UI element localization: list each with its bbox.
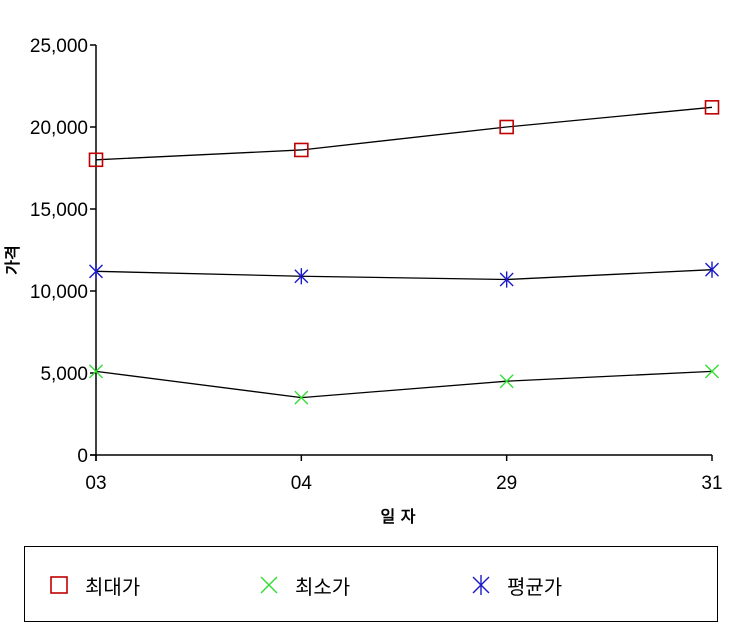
marker-x-stroke	[260, 576, 278, 594]
y-tick-label: 25,000	[30, 36, 88, 57]
data-point-square	[499, 119, 514, 135]
data-point-square	[294, 142, 309, 158]
legend-label: 평균가	[507, 574, 563, 599]
data-point-x	[294, 390, 309, 405]
x-tick-label: 03	[85, 473, 106, 494]
data-point-asterisk	[89, 263, 103, 280]
series-line-3	[95, 269, 713, 281]
legend-marker	[50, 576, 68, 594]
data-point-x	[705, 364, 719, 379]
legend-item: 최대가	[47, 547, 140, 623]
marker-square-shape	[294, 142, 309, 158]
marker-x-stroke	[294, 390, 309, 405]
marker-x-stroke	[499, 374, 514, 389]
legend-item: 평균가	[469, 547, 562, 623]
data-point-square	[88, 152, 104, 168]
legend-label: 최대가	[85, 574, 141, 599]
marker-x-stroke	[89, 364, 103, 379]
y-tick-label: 5,000	[40, 364, 88, 385]
legend-square-icon	[50, 576, 68, 594]
legend-marker	[260, 576, 278, 594]
marker-square-shape	[50, 576, 68, 594]
y-tick-label: 0	[77, 446, 88, 467]
data-point-x	[89, 364, 103, 379]
x-tick-label: 29	[496, 473, 517, 494]
y-axis-title: 가격	[3, 245, 22, 274]
legend-asterisk-icon	[472, 575, 490, 595]
marker-square-shape	[88, 152, 104, 168]
data-point-square	[704, 100, 720, 115]
series-line-2	[95, 370, 713, 399]
marker-x-stroke	[705, 364, 719, 379]
legend: 최대가 최소가 평균가	[24, 546, 718, 622]
data-point-x	[499, 374, 514, 389]
legend-label: 최소가	[295, 574, 351, 599]
x-tick-label: 04	[291, 473, 313, 494]
line-chart: 0 5,000 10,000 15,000 20,000 25,000 03 04 29 31 일…	[3, 36, 723, 526]
axes: 0 5,000 10,000 15,000 20,000 25,000 03 04 29 31	[30, 36, 723, 494]
y-tick-label: 20,000	[30, 118, 88, 139]
x-tick-label: 31	[701, 473, 722, 494]
data-point-asterisk	[499, 271, 514, 288]
data-point-asterisk	[705, 261, 719, 278]
legend-x-icon	[260, 576, 278, 594]
legend-item: 최소가	[257, 547, 350, 623]
legend-marker	[472, 575, 490, 595]
series-line-1	[95, 106, 713, 161]
y-tick-label: 15,000	[30, 200, 88, 221]
data-point-asterisk	[294, 268, 309, 285]
y-tick-label: 10,000	[30, 282, 88, 303]
marker-square-shape	[499, 119, 514, 135]
series-lines	[95, 106, 713, 399]
marker-square-shape	[704, 100, 720, 115]
x-axis-title: 일 자	[380, 507, 415, 526]
series-markers	[88, 100, 720, 405]
